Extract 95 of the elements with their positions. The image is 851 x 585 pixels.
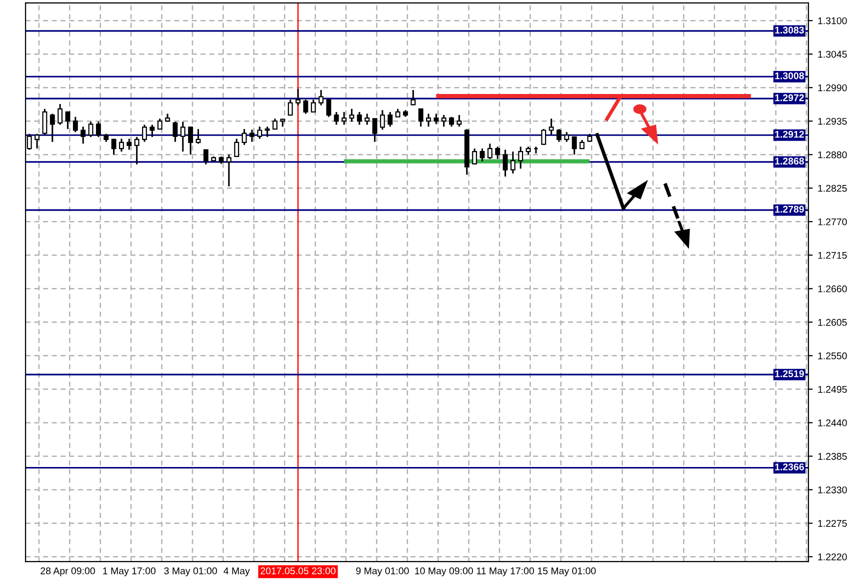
ref-line-label: 1.2868 [775, 158, 804, 165]
candlestick [518, 146, 524, 170]
candlestick [50, 113, 55, 143]
x-tick-label: 10 May 09:00 [415, 567, 473, 576]
candlestick [318, 89, 324, 106]
candlestick [388, 111, 393, 128]
ref-line-label: 1.2366 [775, 464, 804, 470]
ref-line-label: 1.3008 [775, 72, 804, 80]
candlestick [242, 128, 247, 146]
candlestick [196, 128, 201, 144]
candlestick [288, 99, 293, 116]
y-tick-label: 1.2660 [818, 285, 847, 292]
candlestick [480, 148, 485, 162]
y-tick-label: 1.3100 [818, 17, 847, 24]
ref-line-label: 1.2519 [775, 370, 804, 378]
candlestick [356, 111, 362, 126]
y-tick-label: 1.3045 [818, 50, 847, 58]
y-tick-label: 1.2440 [818, 419, 847, 426]
candlestick [472, 148, 478, 166]
candlestick [380, 109, 385, 130]
y-tick-label: 1.2220 [818, 553, 847, 560]
candlestick [342, 111, 347, 126]
candlestick [426, 113, 431, 128]
x-tick-label: 28 Apr 09:00 [40, 567, 95, 576]
x-tick-label: 2017.05.05 23:00 [260, 567, 336, 574]
candlestick [203, 148, 208, 166]
candlestick [150, 124, 155, 138]
candlestick [172, 120, 178, 143]
candlestick [487, 142, 492, 160]
ref-line-label: 1.2789 [775, 206, 804, 213]
y-tick-label: 1.2770 [818, 218, 847, 226]
x-tick-label: 1 May 17:00 [103, 567, 156, 576]
candlestick [541, 128, 546, 146]
candlestick [326, 98, 332, 118]
candlestick [188, 126, 194, 156]
y-tick-label: 1.2715 [818, 252, 847, 259]
x-tick-label: 3 May 01:00 [164, 567, 217, 576]
candlestick [272, 118, 278, 130]
y-tick-label: 1.2385 [818, 452, 847, 460]
y-tick-label: 1.2935 [818, 118, 847, 125]
candlestick [226, 154, 232, 188]
ref-line-label: 1.2912 [775, 130, 804, 138]
candlestick [157, 118, 162, 130]
candlestick [134, 136, 140, 166]
candlestick [96, 120, 101, 138]
candlestick [495, 146, 500, 160]
y-tick-label: 1.2550 [818, 352, 847, 360]
x-tick-label: 11 May 17:00 [476, 567, 534, 576]
candlestick [180, 120, 186, 152]
candlestick [449, 116, 454, 128]
candlestick [441, 114, 446, 128]
y-tick-label: 1.2605 [818, 318, 847, 326]
candlestick [65, 111, 70, 130]
candlestick [410, 89, 416, 106]
x-tick-label: 9 May 01:00 [356, 567, 409, 576]
candlestick [126, 138, 132, 151]
candlestick [88, 120, 94, 138]
candlestick [72, 116, 78, 133]
candlestick [234, 138, 240, 158]
x-tick-label: 4 May [224, 568, 250, 576]
candlestick [510, 150, 516, 174]
candlestick [349, 108, 354, 122]
candlestick [111, 138, 116, 156]
candlestick [418, 108, 424, 128]
candlestick [556, 128, 562, 143]
y-tick-label: 1.2990 [818, 84, 847, 92]
candlestick [334, 111, 339, 126]
candlestick [249, 128, 254, 143]
candlestick [564, 131, 570, 143]
candlestick [310, 99, 316, 113]
candlestick [257, 126, 262, 140]
x-tick-label: 15 May 01:00 [538, 567, 596, 576]
candlestick [58, 103, 63, 126]
candlestick [142, 124, 147, 143]
candlestick [372, 118, 378, 143]
y-tick-label: 1.2880 [818, 151, 847, 158]
candlestick [296, 88, 300, 106]
candlestick [42, 108, 48, 136]
candlestick [434, 113, 439, 125]
candlestick [119, 138, 124, 152]
y-tick-label: 1.2825 [818, 184, 847, 192]
candlestick [456, 114, 462, 128]
candlestick [80, 126, 86, 144]
y-tick-label: 1.2275 [818, 520, 847, 527]
candlestick [264, 126, 270, 138]
ref-line-label: 1.2972 [775, 94, 804, 102]
candlestick [303, 99, 308, 115]
candlestick [548, 118, 554, 136]
y-tick-label: 1.2495 [818, 386, 847, 393]
candlestick [572, 136, 577, 156]
ref-line-label: 1.3083 [775, 26, 804, 34]
y-tick-label: 1.2330 [818, 486, 847, 494]
candlestick [34, 133, 40, 150]
candlestick [364, 113, 370, 126]
candlestick [502, 148, 508, 178]
